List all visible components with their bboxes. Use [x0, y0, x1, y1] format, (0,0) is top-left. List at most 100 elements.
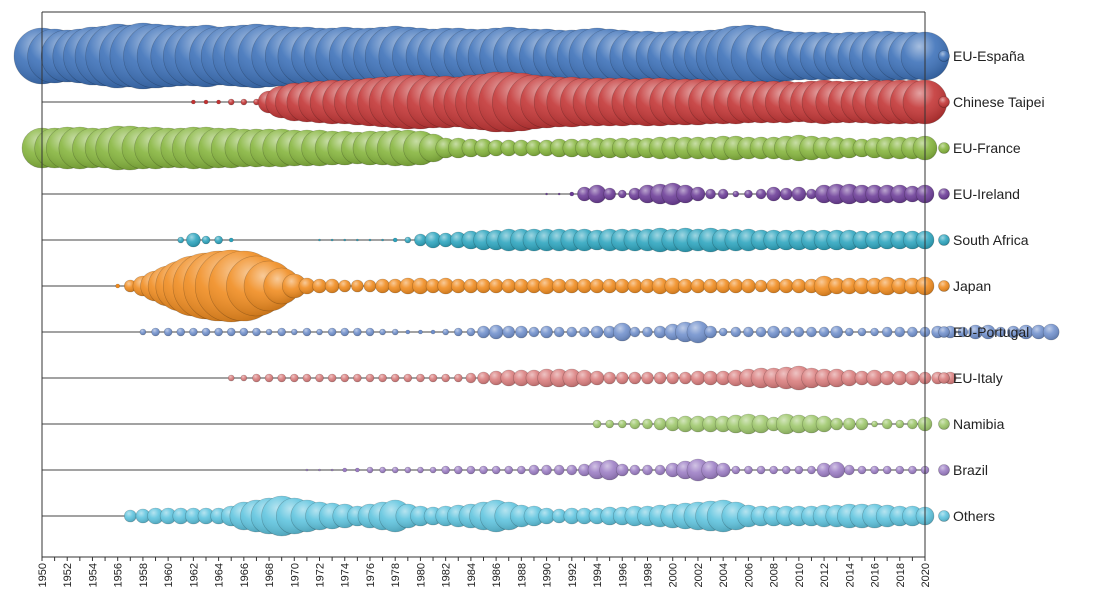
- bubble-highlight: [665, 463, 680, 477]
- bubble-highlight: [186, 233, 201, 247]
- bubble-highlight: [613, 323, 632, 341]
- bubble-highlight: [628, 188, 641, 200]
- bubble-highlight: [526, 279, 541, 293]
- bubble-highlight: [905, 371, 920, 385]
- bubble-highlight: [277, 328, 286, 336]
- bubble-highlight: [540, 326, 553, 338]
- bubble-highlight: [378, 374, 387, 382]
- bubble-highlight: [744, 190, 753, 198]
- legend-marker-highlight: [938, 142, 950, 154]
- bubble-highlight: [429, 374, 438, 382]
- bubble-highlight: [479, 466, 488, 474]
- bubble-highlight: [801, 368, 822, 388]
- series-row: [42, 413, 933, 435]
- bubble-highlight: [392, 329, 399, 335]
- bubble-highlight: [353, 328, 362, 336]
- bubble-highlight: [902, 506, 923, 526]
- bubble-highlight: [513, 370, 530, 386]
- data-bubble: [557, 192, 561, 196]
- bubble-highlight: [214, 328, 223, 336]
- data-bubble: [203, 99, 209, 105]
- x-tick-label: 1968: [264, 563, 276, 587]
- bubble-highlight: [563, 508, 580, 524]
- bubble-highlight: [892, 371, 907, 385]
- bubble-highlight: [816, 416, 833, 432]
- bubble-highlight: [579, 327, 590, 337]
- bubble-highlight: [664, 278, 681, 294]
- bubble-highlight: [265, 374, 274, 382]
- bubble-highlight: [463, 279, 478, 293]
- bubble-highlight: [466, 328, 475, 336]
- bubble-highlight: [865, 185, 884, 203]
- bubble-highlight: [552, 279, 567, 293]
- bubble-highlight: [640, 279, 655, 293]
- bubble-highlight: [590, 279, 605, 293]
- bubble-highlight: [627, 279, 642, 293]
- bubble-highlight: [240, 99, 247, 105]
- bubble-highlight: [752, 415, 771, 433]
- x-tick-label: 2014: [844, 563, 856, 587]
- bubble-highlight: [417, 467, 424, 473]
- bubble-highlight: [312, 279, 327, 293]
- bubble-highlight: [525, 370, 542, 386]
- bubble-highlight: [853, 278, 870, 294]
- x-tick-label: 1996: [617, 563, 629, 587]
- bubble-highlight: [550, 369, 569, 387]
- bubble-highlight: [477, 372, 490, 384]
- data-bubble: [228, 237, 234, 243]
- bubble-highlight: [474, 139, 493, 157]
- series-row: [21, 125, 938, 171]
- bubble-highlight: [642, 327, 653, 337]
- data-bubble: [356, 238, 359, 242]
- bubble-highlight: [689, 416, 706, 432]
- legend-label: Japan: [953, 278, 991, 294]
- bubble-highlight: [882, 419, 893, 429]
- data-bubble: [343, 238, 347, 242]
- bubble-highlight: [399, 278, 416, 294]
- bubble-highlight: [830, 326, 843, 338]
- bubble-highlight: [588, 185, 607, 203]
- bubble-highlight: [830, 418, 843, 430]
- bubble-highlight: [448, 138, 469, 158]
- bubble-highlight: [690, 279, 705, 293]
- bubble-highlight: [298, 278, 315, 294]
- legend-entry: Others: [938, 508, 995, 524]
- x-tick-label: 2002: [693, 563, 705, 587]
- bubble-highlight: [492, 466, 501, 474]
- bubble-highlight: [839, 230, 860, 250]
- bubble-highlight: [172, 508, 189, 524]
- bubble-highlight: [871, 421, 878, 427]
- legend-label: South Africa: [953, 232, 1029, 248]
- bubble-highlight: [791, 279, 806, 293]
- bubble-highlight: [252, 328, 261, 336]
- bubble-highlight: [442, 329, 449, 335]
- bubble-highlight: [454, 328, 463, 336]
- series-row: [42, 320, 1060, 344]
- bubble-highlight: [704, 326, 717, 338]
- bubble-highlight: [716, 279, 731, 293]
- bubble-highlight: [392, 467, 399, 473]
- legend-marker-highlight: [938, 510, 950, 522]
- data-bubble: [368, 238, 372, 242]
- bubble-highlight: [757, 466, 766, 474]
- bubble-highlight: [878, 185, 897, 203]
- x-tick-label: 1984: [466, 563, 478, 587]
- bubble-highlight: [686, 321, 709, 343]
- bubble-highlight: [600, 507, 619, 525]
- bubble-highlight: [590, 371, 605, 385]
- bubble-highlight: [807, 466, 816, 474]
- bubble-highlight: [528, 327, 539, 337]
- series-row: [42, 365, 957, 391]
- x-tick-label: 1970: [289, 563, 301, 587]
- x-tick-label: 1998: [642, 563, 654, 587]
- bubble-highlight: [870, 328, 879, 336]
- bubble-highlight: [576, 508, 593, 524]
- x-tick-label: 1994: [592, 563, 604, 587]
- chart-rows: [13, 22, 1060, 537]
- bubble-highlight: [654, 418, 667, 430]
- x-tick-label: 1952: [62, 563, 74, 587]
- data-bubble: [318, 238, 321, 242]
- x-tick-label: 1956: [113, 563, 125, 587]
- bubble-highlight: [488, 140, 505, 156]
- legend-label: Brazil: [953, 462, 988, 478]
